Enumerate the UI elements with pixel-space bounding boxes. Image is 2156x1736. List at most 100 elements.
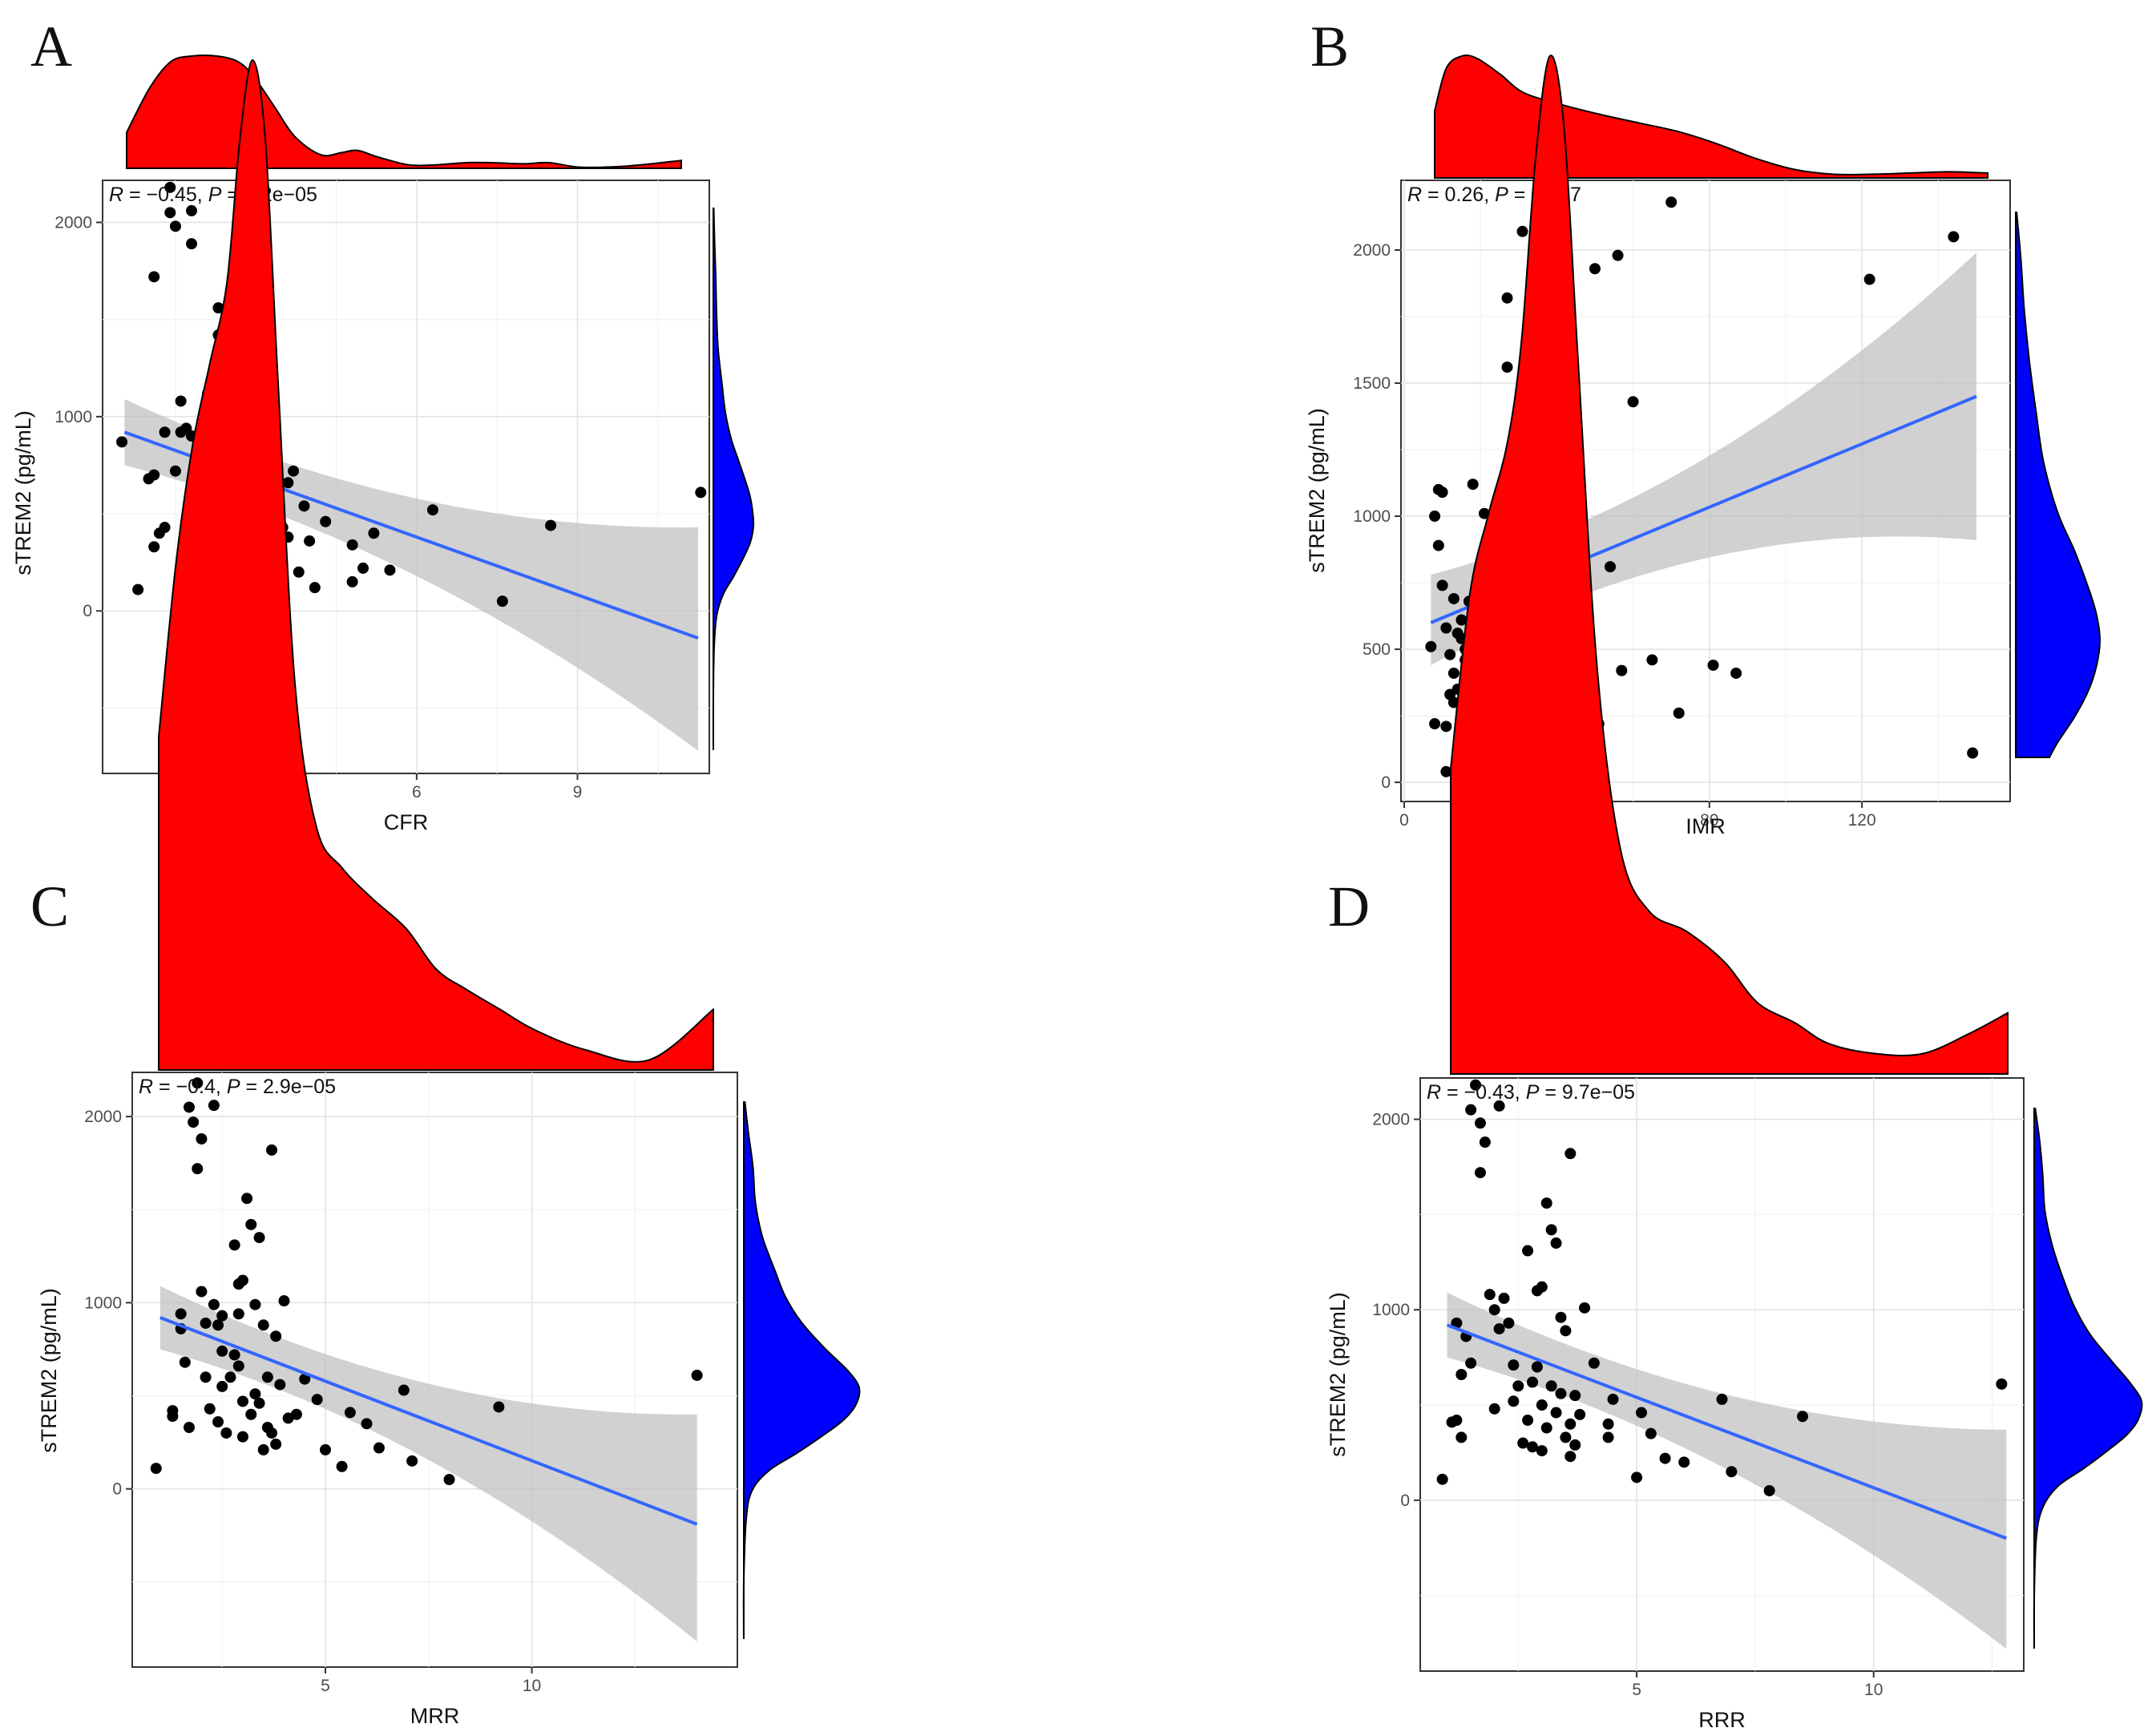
data-point	[346, 575, 358, 587]
data-point	[188, 1116, 200, 1128]
data-point	[1531, 1361, 1543, 1373]
data-point	[257, 1443, 269, 1455]
data-point	[346, 539, 358, 551]
y-marginal-density	[712, 208, 755, 751]
data-point	[1536, 1281, 1548, 1293]
data-point	[368, 527, 380, 539]
data-point	[1456, 1431, 1468, 1443]
r-symbol: R	[139, 1076, 153, 1098]
r-value: = −0.45,	[123, 184, 208, 206]
x-axis-title: MRR	[410, 1704, 460, 1728]
confidence-band	[1447, 1292, 2007, 1649]
correlation-annotation: R = −0.43, P = 9.7e−05	[1427, 1081, 1635, 1104]
x-tick-label: 5	[1632, 1681, 1641, 1699]
data-point	[1730, 667, 1742, 679]
data-point	[1635, 1407, 1647, 1419]
data-point	[232, 1308, 244, 1320]
data-point	[1440, 622, 1452, 634]
r-symbol: R	[109, 184, 123, 206]
data-point	[320, 515, 332, 527]
x-tick-label: 120	[1848, 811, 1876, 830]
data-point	[426, 504, 438, 516]
y-tick-label: 2000	[1353, 241, 1391, 260]
data-point	[278, 1295, 290, 1307]
data-point	[167, 1411, 179, 1423]
data-point	[220, 1427, 232, 1439]
data-point	[1474, 1117, 1486, 1129]
data-point	[266, 1427, 278, 1439]
data-point	[232, 1360, 244, 1372]
y-marginal-density	[2033, 1108, 2143, 1649]
data-point	[1996, 1378, 2008, 1390]
data-point	[1607, 1393, 1619, 1405]
data-point	[1447, 667, 1460, 679]
data-point	[1493, 1322, 1505, 1334]
data-point	[208, 1100, 220, 1112]
y-tick-label: 1000	[1372, 1301, 1410, 1319]
data-point	[1498, 1292, 1510, 1304]
p-symbol: P	[227, 1076, 240, 1098]
data-point	[493, 1401, 505, 1413]
data-point	[1440, 721, 1452, 733]
data-point	[1516, 225, 1528, 237]
data-point	[282, 477, 294, 489]
panel-letter: A	[30, 14, 72, 79]
data-point	[186, 238, 197, 250]
data-point	[1508, 1359, 1520, 1371]
data-point	[164, 207, 176, 219]
data-point	[1863, 273, 1875, 285]
data-point	[253, 1232, 265, 1244]
data-point	[192, 1163, 204, 1175]
data-point	[212, 302, 224, 314]
data-point	[1465, 1104, 1477, 1116]
data-point	[1550, 1407, 1562, 1419]
panel-a: A369010002000R = −0.45, P = 5.2e−05CFRsT…	[11, 14, 755, 834]
y-tick-label: 0	[1400, 1492, 1410, 1510]
x-marginal-density	[1434, 55, 1988, 179]
r-value: = −0.43,	[1441, 1081, 1526, 1104]
data-point	[1627, 396, 1639, 408]
data-point	[1440, 765, 1452, 777]
data-point	[319, 1443, 331, 1455]
data-point	[1536, 1399, 1548, 1411]
data-point	[1612, 249, 1624, 261]
y-tick-label: 500	[1363, 640, 1391, 659]
data-point	[1517, 1437, 1529, 1449]
data-point	[196, 1286, 208, 1298]
data-point	[1678, 1456, 1690, 1468]
data-point	[1508, 1395, 1520, 1407]
data-point	[1645, 1427, 1657, 1439]
r-symbol: R	[1407, 184, 1422, 206]
r-symbol: R	[1427, 1081, 1441, 1104]
data-point	[1545, 1380, 1557, 1392]
r-value: = −0.4,	[153, 1076, 227, 1098]
p-symbol: P	[1526, 1081, 1540, 1104]
data-point	[1451, 1415, 1463, 1427]
x-tick-label: 9	[573, 783, 583, 801]
data-point	[1429, 718, 1441, 730]
data-point	[1716, 1393, 1728, 1405]
data-point	[1569, 1390, 1581, 1402]
data-point	[1467, 478, 1479, 491]
data-point	[132, 583, 144, 595]
data-point	[148, 271, 160, 283]
y-tick-label: 2000	[55, 213, 92, 232]
data-point	[116, 436, 128, 448]
data-point	[150, 1463, 162, 1475]
data-point	[496, 595, 508, 608]
data-point	[224, 1371, 236, 1383]
data-point	[545, 519, 557, 531]
data-point	[304, 535, 316, 547]
data-point	[1673, 707, 1685, 719]
data-point	[1555, 1387, 1567, 1399]
data-point	[216, 1380, 228, 1392]
data-point	[1588, 1357, 1600, 1369]
data-point	[1565, 1418, 1577, 1430]
panel-c: C 5 10 0 1000 2000 R = −0.4, P = 2.9e−05 MRR sTR…	[30, 59, 861, 1728]
y-tick-label: 1000	[55, 408, 92, 426]
data-point	[179, 1356, 191, 1368]
data-point	[1447, 592, 1460, 604]
data-point	[1456, 1369, 1468, 1380]
data-point	[1479, 1136, 1491, 1149]
y-marginal-density	[2015, 212, 2101, 758]
